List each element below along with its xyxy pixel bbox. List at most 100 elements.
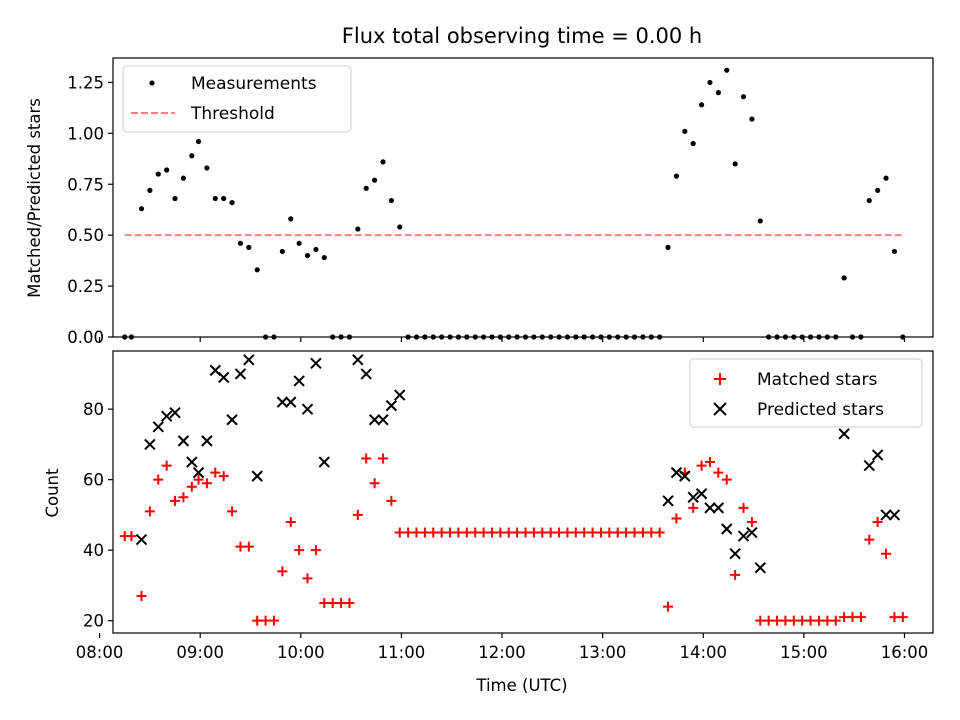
x-tick-label: 13:00: [579, 643, 627, 662]
matched-star-point: [503, 527, 514, 538]
measurement-point: [296, 240, 302, 246]
predicted-star-point: [276, 396, 289, 408]
legend-predicted-marker: [713, 402, 727, 416]
measurement-point: [740, 94, 747, 100]
matched-star-point: [855, 612, 866, 623]
measurement-point: [690, 140, 696, 147]
measurement-point: [288, 216, 294, 222]
matched-star-point: [453, 527, 464, 538]
measurement-point: [212, 195, 218, 202]
measurement-point: [371, 177, 378, 183]
predicted-star-point: [704, 502, 716, 514]
matched-star-point: [336, 598, 347, 609]
predicted-star-point: [217, 371, 230, 384]
legend-matched-marker: [714, 373, 726, 385]
predicted-star-point: [737, 530, 750, 542]
predicted-star-point: [226, 414, 238, 426]
matched-star-point: [144, 506, 155, 517]
matched-star-point: [570, 527, 581, 538]
matched-star-point: [243, 541, 254, 552]
matched-star-point: [637, 527, 648, 538]
matched-star-point: [897, 612, 908, 623]
x-tick-label: 09:00: [176, 643, 224, 662]
predicted-star-point: [729, 547, 741, 560]
top-y-tick-label: 1.00: [67, 124, 104, 143]
matched-star-point: [136, 590, 147, 601]
x-tick-label: 10:00: [277, 643, 325, 662]
matched-star-point: [604, 527, 615, 538]
top-y-tick-label: 0.25: [67, 277, 104, 296]
matched-star-point: [277, 566, 288, 577]
matched-star-point: [797, 615, 808, 626]
predicted-star-point: [838, 428, 850, 440]
measurement-point: [254, 267, 260, 273]
matched-star-point: [285, 516, 296, 527]
matched-star-point: [646, 527, 657, 538]
matched-star-point: [629, 527, 640, 538]
matched-star-point: [235, 541, 246, 552]
matched-star-point: [864, 534, 875, 545]
bottom-y-ticks: 20 40 60 80: [83, 400, 113, 631]
measurement-point: [229, 199, 235, 206]
matched-star-point: [839, 612, 850, 623]
bottom-y-axis-label: Count: [43, 468, 62, 518]
predicted-star-point: [863, 459, 875, 472]
predicted-star-point: [192, 466, 205, 479]
legend-measurements-marker: [149, 80, 155, 86]
measurement-point: [841, 275, 847, 281]
bottom-axes-frame: [112, 350, 934, 634]
measurement-point: [732, 161, 738, 167]
matched-star-point: [201, 478, 212, 489]
matched-star-point: [252, 615, 263, 626]
matched-star-point: [738, 502, 749, 513]
predicted-star-point: [368, 414, 381, 426]
matched-star-point: [587, 527, 598, 538]
matched-star-point: [470, 527, 481, 538]
matched-star-point: [126, 531, 137, 542]
matched-star-point: [436, 527, 447, 538]
bottom-y-tick-label: 20: [83, 612, 104, 631]
legend-threshold-label: Threshold: [190, 104, 275, 124]
measurement-point: [355, 226, 361, 232]
matched-star-point: [612, 527, 623, 538]
matched-star-point: [713, 467, 724, 478]
matched-star-point: [545, 527, 556, 538]
matched-star-point: [554, 527, 565, 538]
predicted-star-point: [160, 410, 173, 422]
matched-star-point: [512, 527, 523, 538]
matched-star-point: [377, 453, 388, 464]
measurement-point: [304, 252, 311, 259]
predicted-star-point: [871, 449, 884, 461]
matched-star-point: [721, 474, 732, 485]
matched-star-point: [403, 527, 414, 538]
matched-star-point: [153, 474, 164, 485]
predicted-star-point: [754, 562, 766, 574]
measurement-point: [138, 206, 145, 212]
matched-star-point: [495, 527, 506, 538]
measurement-point: [397, 224, 403, 230]
top-legend-box: [122, 65, 352, 133]
matched-star-point: [218, 471, 229, 482]
matched-star-point: [847, 612, 858, 623]
matched-star-point: [696, 460, 707, 471]
matched-star-point: [881, 548, 892, 559]
predicted-star-point: [670, 466, 683, 479]
bottom-y-tick-label: 60: [83, 471, 104, 490]
series-matched-stars: [119, 453, 908, 626]
measurement-point: [279, 248, 285, 255]
matched-star-point: [210, 467, 221, 478]
measurement-point: [155, 171, 161, 177]
measurement-point: [363, 185, 369, 191]
measurement-point: [164, 167, 170, 173]
matched-star-point: [302, 573, 313, 584]
measurement-point: [189, 153, 195, 159]
matched-star-point: [671, 513, 682, 524]
measurement-point: [698, 102, 705, 108]
predicted-star-point: [721, 523, 733, 535]
matched-star-point: [186, 481, 197, 492]
measurement-point: [883, 175, 889, 181]
matched-star-point: [394, 527, 405, 538]
legend-predicted-label: Predicted stars: [757, 400, 884, 420]
bottom-legend-box: [689, 358, 923, 428]
measurement-point: [204, 165, 210, 171]
